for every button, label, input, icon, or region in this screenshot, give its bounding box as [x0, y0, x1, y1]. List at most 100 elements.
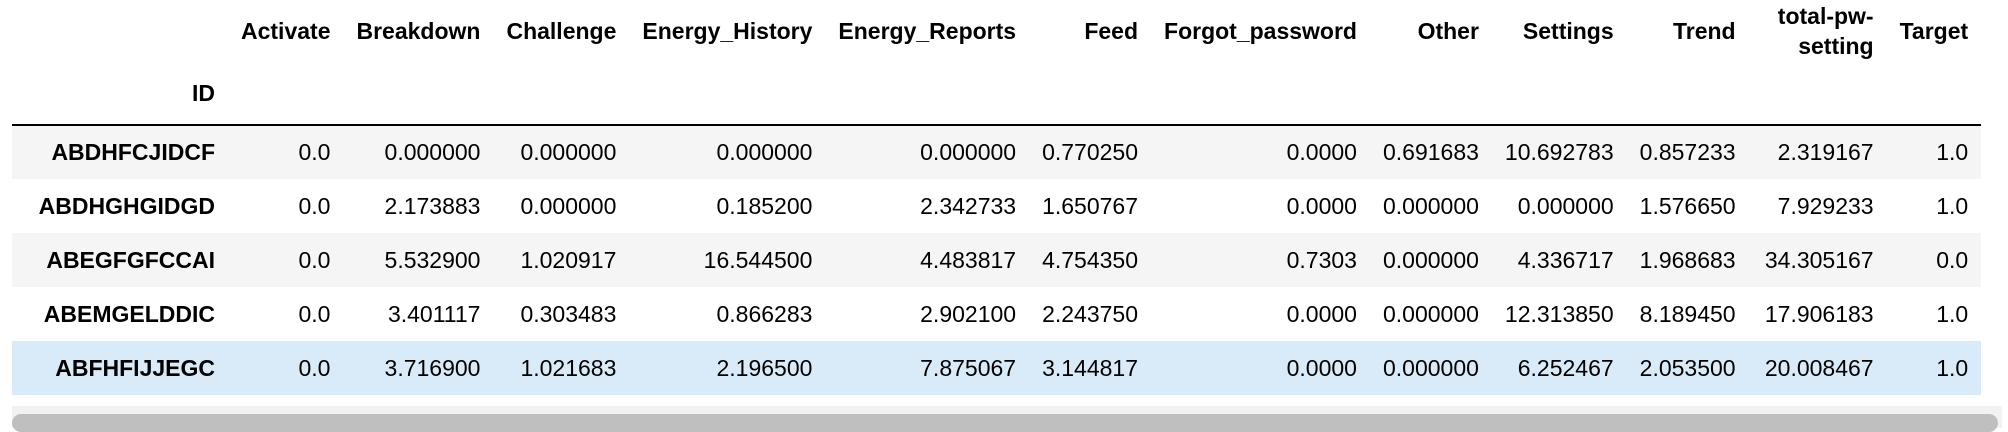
table-cell: 2.243750	[1042, 300, 1139, 327]
table-cell: 20.008467	[1764, 354, 1874, 381]
column-header-breakdown: Breakdown	[356, 18, 481, 44]
dataframe-table: Activate Breakdown Challenge Energy_Hist…	[12, 0, 1982, 395]
index-row-blank	[1151, 62, 1370, 126]
table-cell: 0.0	[298, 192, 331, 219]
index-row-blank	[1029, 62, 1152, 126]
table-cell: 0.185200	[716, 192, 813, 219]
table-cell: 1.576650	[1639, 192, 1736, 219]
column-header-activate: Activate	[241, 18, 331, 44]
table-cell: 0.0	[298, 300, 331, 327]
index-row-blank	[1886, 62, 1982, 126]
table-cell: 3.144817	[1042, 354, 1139, 381]
table-cell: 2.173883	[384, 192, 481, 219]
table-cell: 0.7303	[1286, 246, 1357, 273]
table-cell: 1.021683	[520, 354, 617, 381]
index-row-blank	[1491, 62, 1627, 126]
table-cell: 0.000000	[520, 192, 617, 219]
table-cell: 3.716900	[384, 354, 481, 381]
table-cell: 0.000000	[1382, 354, 1479, 381]
table-cell: 0.0	[298, 354, 331, 381]
table-cell: 5.532900	[384, 246, 481, 273]
table-cell: 0.0000	[1286, 139, 1357, 165]
table-cell: 7.929233	[1777, 192, 1874, 219]
row-index-cell: ABDHGHGIDGD	[38, 192, 215, 219]
table-cell: 3.401117	[387, 300, 481, 327]
table-cell: 16.544500	[703, 246, 813, 273]
column-header-total-pw-setting: total-pw-setting	[1777, 3, 1874, 59]
table-cell: 0.0	[298, 246, 331, 273]
table-cell: 0.0000	[1286, 300, 1357, 327]
table-cell: 2.902100	[920, 300, 1017, 327]
table-cell: 2.342733	[920, 192, 1017, 219]
table-cell: 0.000000	[920, 139, 1017, 165]
column-header-trend: Trend	[1672, 18, 1736, 44]
table-cell: 1.0	[1936, 354, 1969, 381]
column-header-energy-history: Energy_History	[642, 18, 813, 44]
column-header-settings: Settings	[1522, 18, 1614, 44]
table-cell: 2.319167	[1777, 139, 1874, 165]
column-header-challenge: Challenge	[506, 18, 617, 44]
table-cell: 0.0	[1936, 246, 1969, 273]
table-cell: 0.866283	[716, 300, 813, 327]
table-cell: 8.189450	[1639, 300, 1736, 327]
index-row-blank	[493, 62, 630, 126]
table-cell: 0.303483	[520, 300, 617, 327]
column-header-energy-reports: Energy_Reports	[838, 18, 1017, 44]
table-cell: 1.0	[1936, 300, 1969, 327]
table-cell: 0.0	[298, 139, 331, 165]
table-cell: 0.857233	[1639, 139, 1736, 165]
table-cell: 0.000000	[1382, 246, 1479, 273]
row-index-cell: ABEMGELDDIC	[43, 300, 215, 327]
table-cell: 4.336717	[1517, 246, 1614, 273]
index-row-blank	[825, 62, 1030, 126]
table-cell: 0.770250	[1042, 139, 1139, 165]
index-row-blank	[629, 62, 826, 126]
index-row-blank	[1369, 62, 1492, 126]
table-cell: 17.906183	[1764, 300, 1874, 327]
table-cell: 1.0	[1936, 139, 1969, 165]
table-row: ABEMGELDDIC 0.0 3.401117 0.303483 0.8662…	[12, 287, 1982, 341]
column-header-feed: Feed	[1084, 18, 1139, 44]
index-row-blank	[1626, 62, 1749, 126]
index-row-blank	[343, 62, 494, 126]
corner-cell	[12, 0, 228, 62]
table-cell: 2.053500	[1639, 354, 1736, 381]
index-row-blank	[1748, 62, 1887, 126]
table-cell: 0.000000	[520, 139, 617, 165]
column-header-forgot-password: Forgot_password	[1164, 18, 1357, 44]
horizontal-scrollbar-thumb[interactable]	[12, 414, 1998, 432]
table-row-highlighted: ABFHFIJJEGC 0.0 3.716900 1.021683 2.1965…	[12, 341, 1982, 395]
table-cell: 0.0000	[1286, 354, 1357, 381]
table-cell: 0.000000	[1382, 300, 1479, 327]
table-cell: 0.0000	[1286, 192, 1357, 219]
column-header-row: Activate Breakdown Challenge Energy_Hist…	[12, 0, 1981, 62]
table-cell: 1.0	[1936, 192, 1969, 219]
table-cell: 7.875067	[920, 354, 1017, 381]
table-cell: 1.020917	[520, 246, 617, 273]
table-cell: 4.483817	[920, 246, 1017, 273]
table-cell: 0.000000	[716, 139, 813, 165]
table-cell: 0.691683	[1382, 139, 1479, 165]
column-header-other: Other	[1417, 18, 1479, 44]
column-header-target: Target	[1899, 18, 1969, 44]
index-row-blank	[228, 62, 344, 126]
table-cell: 12.313850	[1504, 300, 1614, 327]
table-cell: 6.252467	[1517, 354, 1614, 381]
index-name-header: ID	[12, 62, 228, 126]
table-cell: 10.692783	[1504, 139, 1614, 165]
index-name-row: ID	[12, 62, 1982, 126]
table-cell: 1.650767	[1042, 192, 1139, 219]
table-row: ABDHGHGIDGD 0.0 2.173883 0.000000 0.1852…	[12, 179, 1982, 233]
table-cell: 0.000000	[1382, 192, 1479, 219]
row-index-cell: ABEGFGFCCAI	[46, 246, 215, 273]
table-row: ABDHFCJIDCF 0.0 0.000000 0.000000 0.0000…	[12, 125, 1982, 179]
table-cell: 34.305167	[1764, 246, 1874, 273]
row-index-cell: ABDHFCJIDCF	[51, 139, 215, 165]
table-cell: 2.196500	[716, 354, 813, 381]
table-cell: 1.968683	[1639, 246, 1736, 273]
table-row: ABEGFGFCCAI 0.0 5.532900 1.020917 16.544…	[12, 233, 1982, 287]
table-cell: 0.000000	[1517, 192, 1614, 219]
row-index-cell: ABFHFIJJEGC	[55, 354, 215, 381]
table-cell: 0.000000	[384, 139, 481, 165]
